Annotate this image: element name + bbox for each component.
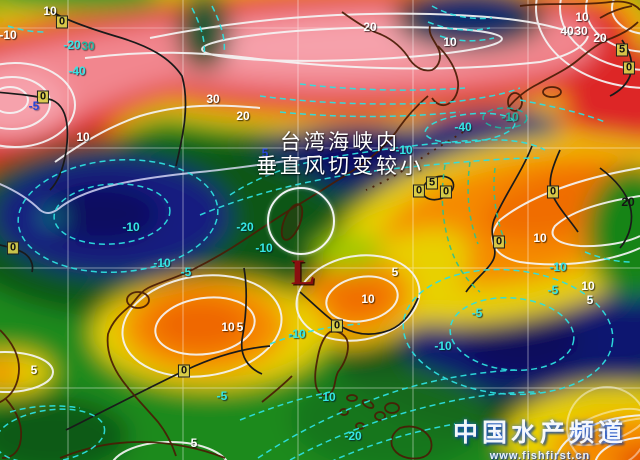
caption-line-1: 台湾海峡内 (280, 131, 400, 154)
watermark-logo-glyph: 者 (598, 421, 621, 446)
zero-contours (0, 7, 633, 431)
low-pressure-marker: L (291, 252, 316, 292)
caption-line-2: 垂直风切变较小 (256, 155, 424, 178)
negative-contours (0, 5, 633, 460)
taiwan-strait-highlight-circle (267, 187, 335, 255)
caption-annotation: 台湾海峡内 垂直风切变较小 (190, 131, 490, 179)
